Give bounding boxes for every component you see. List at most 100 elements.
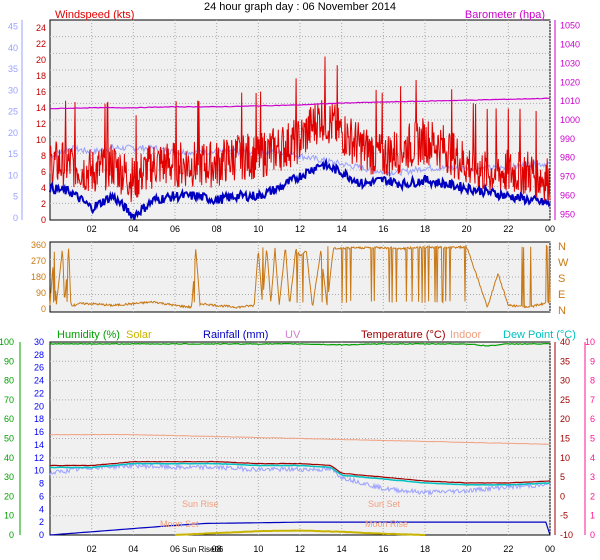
uv-tick-label: 5 (590, 434, 595, 444)
windspeed-tick-label: 20 (36, 55, 46, 65)
temp-low-line (49, 462, 551, 497)
thermo-panel-axes: 02 04 06 08 10 12 14 16 18 20 22 000102030405060708… (0, 337, 595, 554)
wind-panel-series (49, 56, 551, 220)
barometer-tick-label: 1010 (560, 96, 580, 106)
uv-tick-label: 4 (590, 453, 595, 463)
humidity-tick-label: 30 (4, 472, 14, 482)
humidity-tick-label: 10 (4, 511, 14, 521)
compass-label: E (558, 289, 565, 301)
humidity-line (49, 342, 550, 347)
thermo-panel-series (49, 342, 551, 537)
rainfall-tick-label: 26 (34, 363, 44, 373)
windspeed-tick-label: 2 (41, 199, 46, 209)
time-tick-label: 12 (295, 224, 305, 234)
moon-set-annotation: Moon Set (160, 519, 199, 529)
windspeed-axis-label: Windspeed (kts) (55, 9, 134, 21)
barometer-tick-label: 1030 (560, 58, 580, 68)
uv-label: UV (285, 329, 301, 341)
rainfall-tick-label: 8 (39, 479, 44, 489)
rainfall-tick-label: 6 (39, 491, 44, 501)
gust-tick-label: 0 (13, 213, 18, 223)
humidity-tick-label: 60 (4, 414, 14, 424)
time-tick-label: 06 (170, 224, 180, 234)
rainfall-tick-label: 0 (39, 530, 44, 540)
temperature-tick-label: 40 (560, 337, 570, 347)
time-tick-label: 00 (545, 224, 555, 234)
temperature-tick-label: 5 (560, 472, 565, 482)
direction-panel-grid (50, 242, 551, 312)
windspeed-tick-label: 24 (36, 23, 46, 33)
direction-tick-label: 180 (31, 272, 46, 282)
compass-label: N (558, 241, 566, 253)
temperature-line (49, 460, 551, 484)
dew-point-label: Dew Point (°C) (503, 329, 576, 341)
indoor-temp-line (49, 433, 551, 445)
chart-title: 24 hour graph day : 06 November 2014 (204, 1, 396, 13)
time-tick-label: 00 (545, 544, 555, 554)
direction-tick-label: 360 (31, 240, 46, 250)
windspeed-tick-label: 0 (41, 215, 46, 225)
gust-tick-label: 30 (8, 85, 18, 95)
solar-line (174, 529, 426, 537)
time-tick-label: 02 (87, 224, 97, 234)
barometer-axis-label: Barometer (hpa) (465, 9, 545, 21)
temperature-tick-label: 0 (560, 491, 565, 501)
sun-rise-annotation: Sun Rise (182, 499, 219, 509)
gust-tick-label: 25 (8, 107, 18, 117)
wind-panel-axes: 02 04 06 08 10 12 14 16 18 20 22 000246810121416182… (8, 20, 580, 234)
wind-direction-line (49, 244, 551, 309)
windspeed-tick-label: 18 (36, 71, 46, 81)
temperature-tick-label: 35 (560, 356, 570, 366)
gust-tick-label: 45 (8, 22, 18, 32)
windspeed-tick-label: 16 (36, 87, 46, 97)
gust-tick-label: 5 (13, 192, 18, 202)
temperature-tick-label: 15 (560, 434, 570, 444)
uv-tick-label: 2 (590, 491, 595, 501)
uv-tick-label: 10 (585, 337, 595, 347)
time-tick-label: 16 (378, 224, 388, 234)
barometer-line (49, 97, 550, 110)
compass-label: W (558, 257, 569, 269)
time-tick-label: 22 (503, 224, 513, 234)
rainfall-tick-label: 28 (34, 350, 44, 360)
gust-tick-label: 10 (8, 170, 18, 180)
barometer-tick-label: 980 (560, 153, 575, 163)
rainfall-tick-label: 20 (34, 401, 44, 411)
rainfall-tick-label: 14 (34, 440, 44, 450)
barometer-tick-label: 960 (560, 190, 575, 200)
windspeed-tick-label: 10 (36, 135, 46, 145)
sun-moon-annotations: Sun Rise Moon Set Sun Set Moon Rise (160, 499, 408, 529)
time-tick-label: 04 (128, 224, 138, 234)
time-tick-label: 02 (87, 544, 97, 554)
barometer-tick-label: 1000 (560, 115, 580, 125)
time-tick-label: 04 (128, 544, 138, 554)
rainfall-tick-label: 4 (39, 504, 44, 514)
average-wind-line (49, 157, 551, 220)
temperature-tick-label: 25 (560, 395, 570, 405)
rainfall-tick-label: 16 (34, 427, 44, 437)
temperature-tick-label: 10 (560, 453, 570, 463)
humidity-tick-label: 50 (4, 434, 14, 444)
barometer-tick-label: 1020 (560, 77, 580, 87)
windspeed-tick-label: 8 (41, 151, 46, 161)
windspeed-tick-label: 6 (41, 167, 46, 177)
barometer-tick-label: 970 (560, 172, 575, 182)
gust-tick-label: 40 (8, 43, 18, 53)
uv-tick-label: 7 (590, 395, 595, 405)
humidity-label: Humidity (%) (57, 329, 120, 341)
solar-label: Solar (126, 329, 152, 341)
uv-tick-label: 9 (590, 356, 595, 366)
time-tick-label: 18 (420, 544, 430, 554)
rainfall-tick-label: 12 (34, 453, 44, 463)
uv-tick-label: 3 (590, 472, 595, 482)
barometer-tick-label: 1050 (560, 21, 580, 31)
time-tick-label: 20 (462, 224, 472, 234)
humidity-tick-label: 70 (4, 395, 14, 405)
rainfall-tick-label: 18 (34, 414, 44, 424)
time-tick-label: 10 (253, 224, 263, 234)
barometer-tick-label: 950 (560, 209, 575, 219)
compass-label: N (558, 305, 566, 317)
compass-label: S (558, 273, 565, 285)
